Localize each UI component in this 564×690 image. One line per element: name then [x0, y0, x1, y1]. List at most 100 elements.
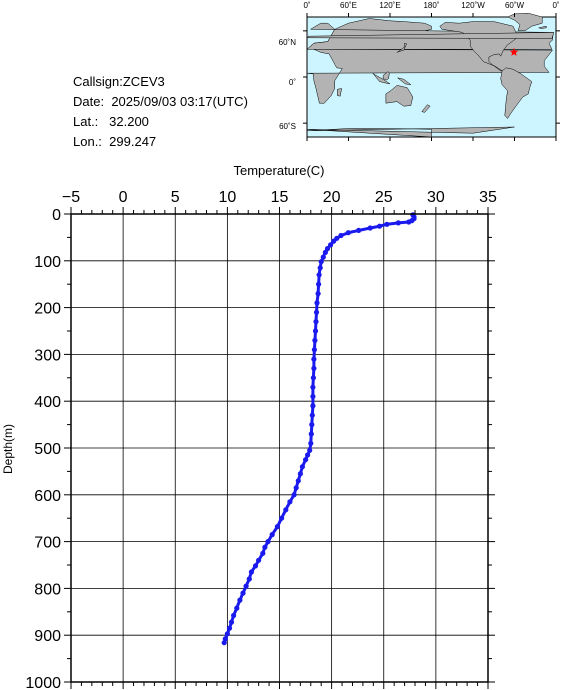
- map-tick-marks: [303, 13, 560, 141]
- data-point: [240, 590, 246, 596]
- y-tick-label: 0: [52, 207, 61, 224]
- data-point: [367, 225, 373, 231]
- map-lon-label: 60˚E: [340, 1, 357, 10]
- landmass: [500, 67, 533, 119]
- y-axis-title: Depth(m): [1, 424, 15, 474]
- data-point: [248, 569, 254, 575]
- data-point: [331, 238, 337, 244]
- data-point: [310, 393, 316, 400]
- data-point: [384, 221, 390, 227]
- data-point: [316, 281, 322, 287]
- data-point: [246, 576, 252, 582]
- data-point: [311, 356, 317, 362]
- data-point: [320, 254, 326, 260]
- data-point: [314, 300, 320, 306]
- map-tick-labels: 0˚ 60˚E 120˚E 180˚ 120˚W 60˚W 0˚ 60˚N 0˚…: [279, 1, 560, 131]
- x-tick-label: 0: [119, 189, 128, 206]
- x-tick-label: 20: [323, 189, 341, 206]
- plot-frame: [70, 213, 489, 683]
- map-lon-label: 60˚W: [505, 1, 525, 10]
- data-point: [265, 539, 271, 545]
- data-point: [313, 309, 320, 315]
- y-tick-label: 900: [34, 628, 61, 645]
- x-tick-labels: −5 0 5 10 15 20 25 30 35: [62, 189, 497, 206]
- lat-row: Lat.: 32.200: [73, 112, 248, 132]
- y-tick-label: 300: [34, 347, 61, 364]
- data-point: [243, 583, 249, 589]
- data-point: [231, 612, 237, 619]
- data-point: [318, 259, 324, 265]
- series-line: [222, 213, 416, 645]
- data-point: [279, 515, 285, 521]
- data-point: [308, 440, 314, 446]
- landmass: [306, 49, 554, 104]
- landmass: [421, 104, 431, 113]
- y-tick-label: 700: [34, 535, 61, 552]
- data-point: [317, 265, 323, 271]
- location-star-icon: [509, 47, 519, 56]
- callsign-label: Callsign:: [73, 74, 123, 89]
- data-point: [303, 457, 309, 463]
- data-point: [395, 220, 401, 226]
- data-point: [256, 557, 262, 563]
- y-tick-label: 200: [34, 301, 61, 318]
- callsign-value: ZCEV3: [122, 74, 165, 89]
- data-point: [307, 447, 313, 453]
- y-tick-label: 800: [34, 581, 61, 598]
- map-lat-label: 60˚N: [279, 38, 297, 47]
- x-tick-label: 10: [218, 189, 236, 206]
- lon-label: Lon.:: [73, 134, 102, 149]
- data-point: [406, 219, 412, 225]
- data-point: [313, 319, 319, 325]
- landmass: [397, 77, 412, 86]
- data-point: [226, 625, 233, 631]
- y-tick-label: 100: [34, 254, 61, 271]
- map-lon-label: 120˚E: [379, 1, 400, 10]
- x-tick-label: −5: [62, 189, 80, 206]
- data-point: [287, 499, 293, 505]
- data-point: [291, 492, 297, 498]
- landmass: [537, 25, 547, 29]
- world-map: 0˚ 60˚E 120˚E 180˚ 120˚W 60˚W 0˚ 60˚N 0˚…: [279, 1, 560, 141]
- landmass: [306, 126, 515, 138]
- landmass: [396, 42, 407, 53]
- data-point: [310, 384, 316, 390]
- map-lon-label: 180˚: [423, 1, 439, 10]
- chart-grid: [70, 213, 489, 683]
- landmass: [337, 88, 342, 97]
- data-point: [228, 619, 235, 625]
- data-point: [308, 431, 314, 437]
- y-tick-labels: 0 100 200 300 400 500 600 700 800 900 1000: [25, 207, 61, 690]
- map-lon-label: 0˚: [552, 1, 559, 10]
- landmass: [372, 72, 391, 85]
- data-point: [356, 227, 362, 233]
- data-point: [224, 631, 230, 637]
- data-point: [297, 471, 303, 477]
- data-point: [312, 337, 318, 343]
- lat-value: 32.200: [109, 114, 149, 129]
- map-landmasses: [306, 12, 555, 138]
- temperature-series: [221, 212, 417, 646]
- date-value: 2025/09/03 03:17(UTC): [111, 94, 248, 109]
- lon-row: Lon.: 299.247: [73, 132, 248, 152]
- data-point: [311, 365, 317, 371]
- data-point: [310, 403, 316, 409]
- y-tick-label: 400: [34, 394, 61, 411]
- data-point: [252, 563, 259, 569]
- x-tick-label: 15: [271, 189, 289, 206]
- data-point: [260, 550, 266, 556]
- landmass: [307, 32, 555, 39]
- data-point: [377, 223, 383, 229]
- x-tick-label: 35: [479, 189, 497, 206]
- y-tick-label: 1000: [25, 675, 61, 690]
- cast-info: Callsign:ZCEV3 Date: 2025/09/03 03:17(UT…: [73, 72, 248, 152]
- data-point: [299, 464, 305, 470]
- data-point: [310, 375, 316, 381]
- date-row: Date: 2025/09/03 03:17(UTC): [73, 92, 248, 112]
- map-lat-label: 0˚: [289, 78, 296, 87]
- y-tick-label: 600: [34, 488, 61, 505]
- data-point: [262, 544, 268, 550]
- y-tick-label: 500: [34, 441, 61, 458]
- date-label: Date:: [73, 94, 105, 109]
